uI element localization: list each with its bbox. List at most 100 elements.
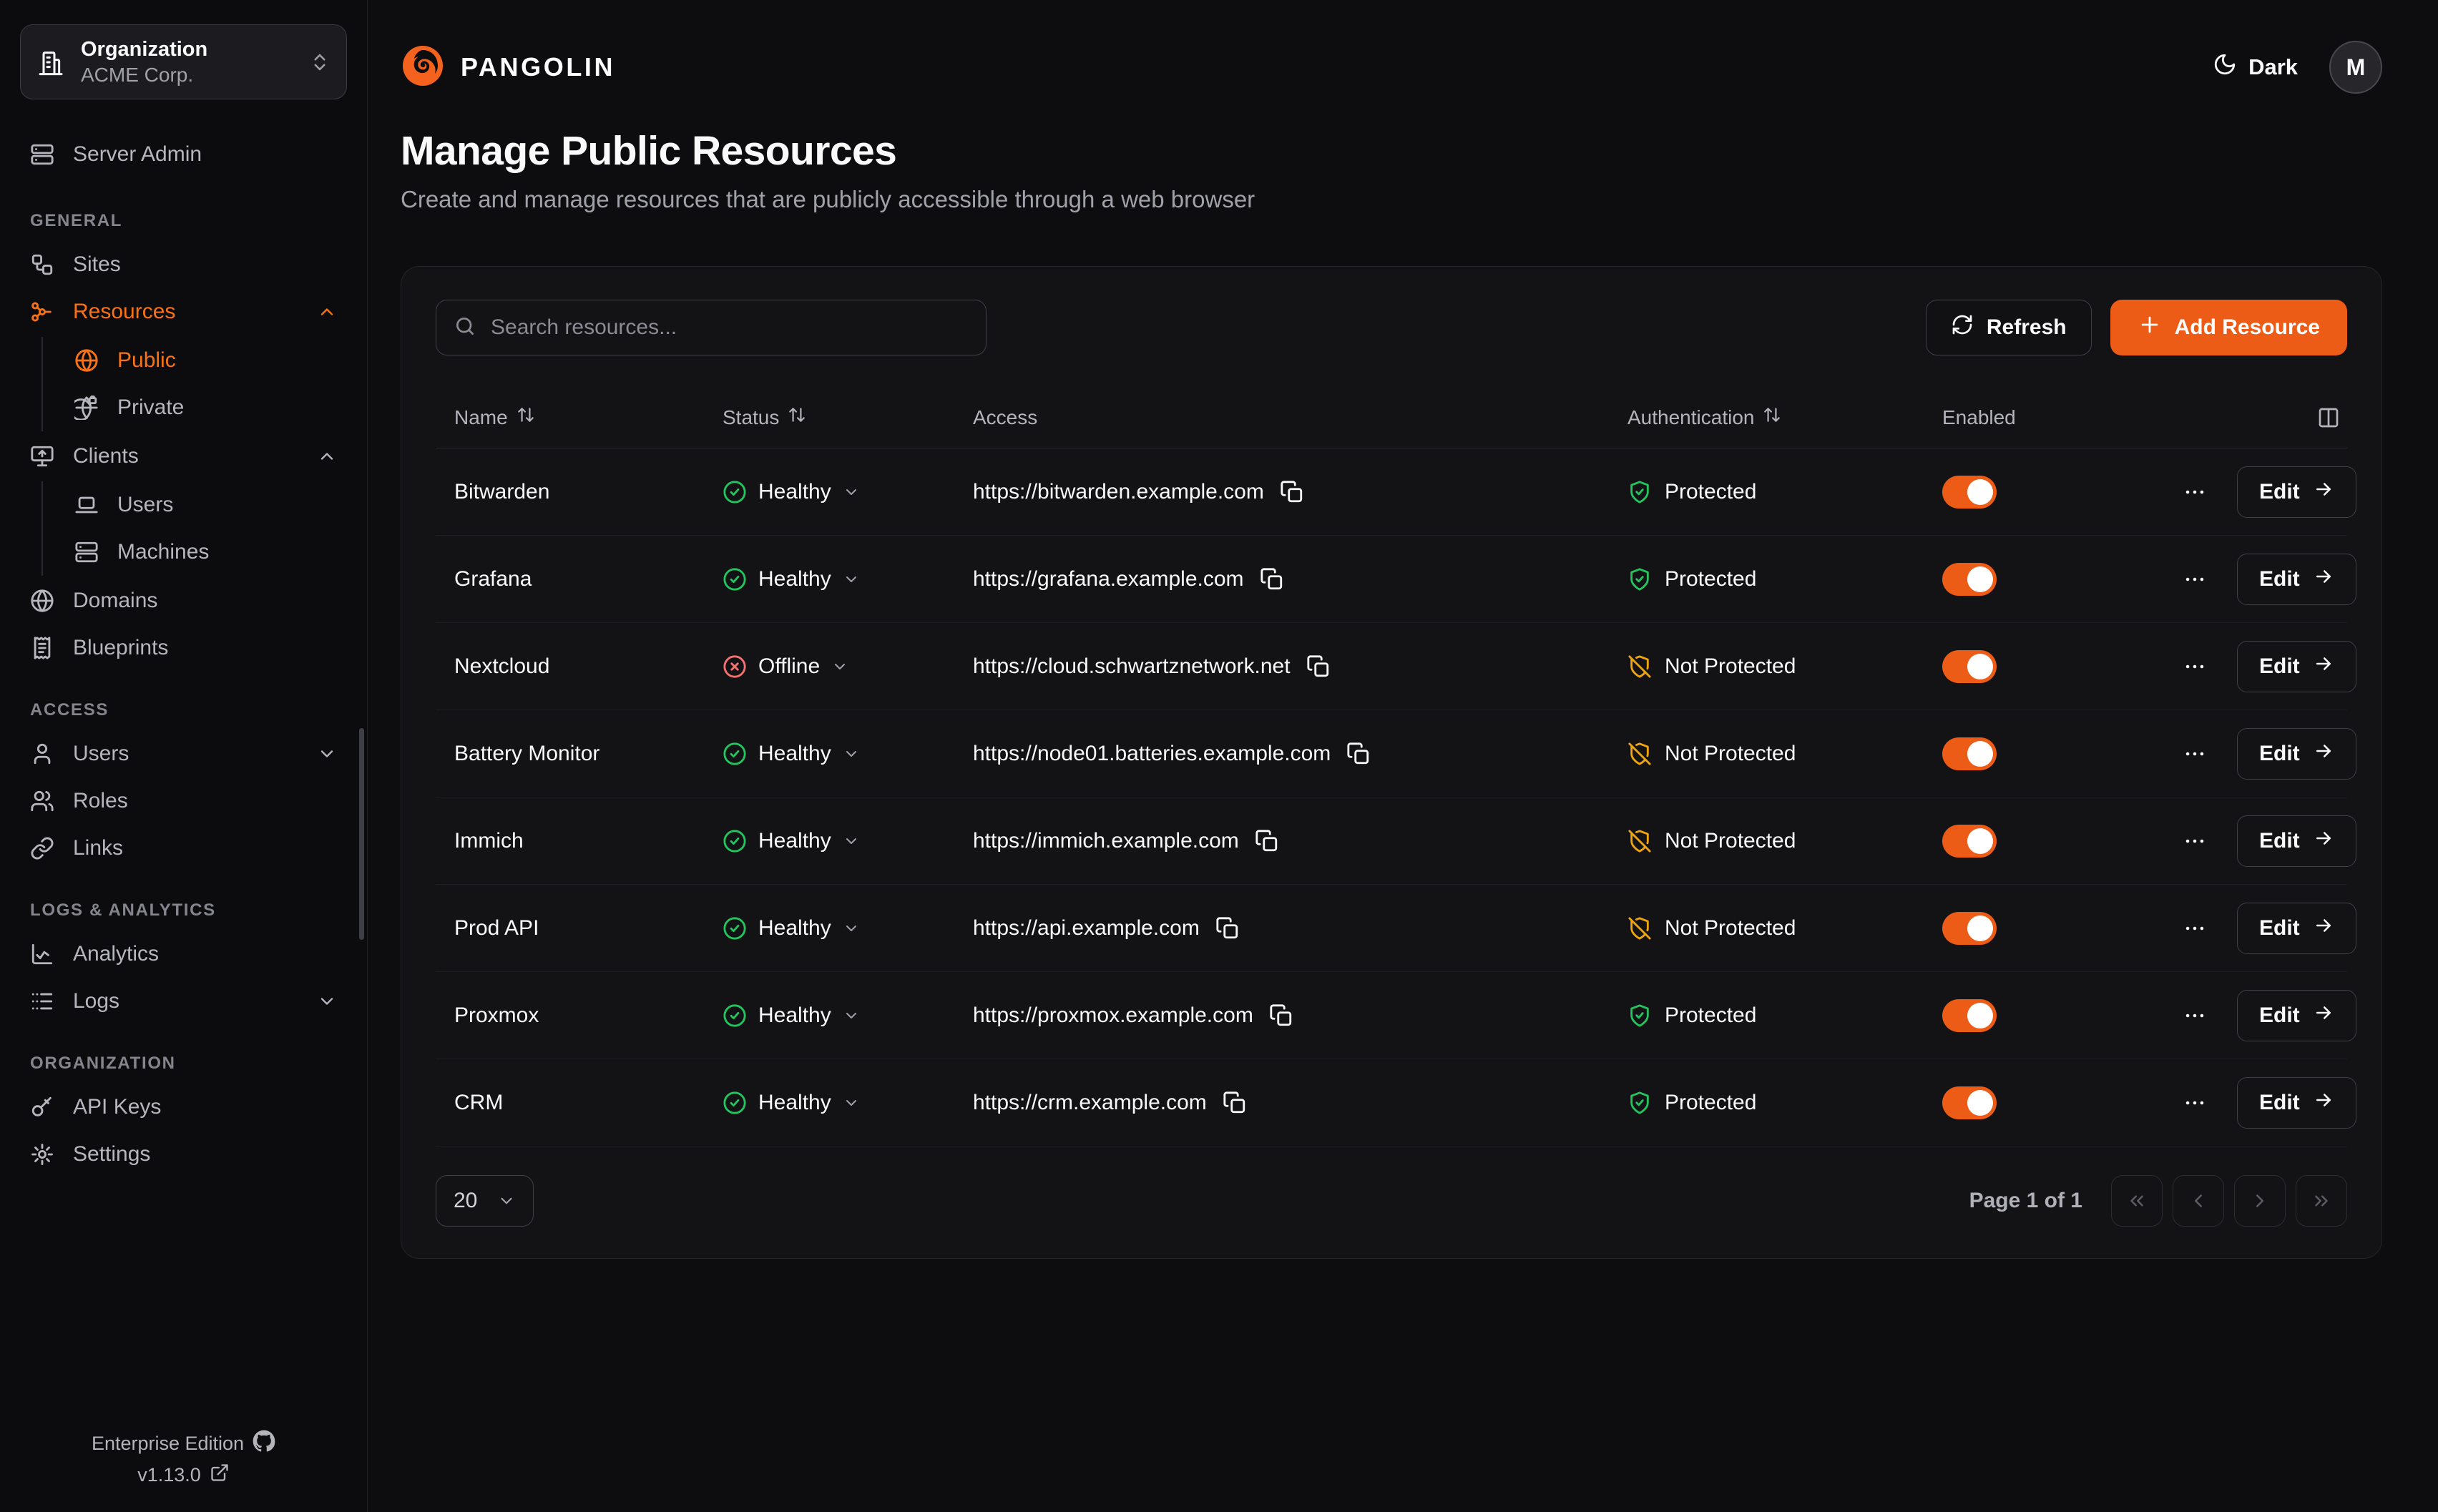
add-resource-button[interactable]: Add Resource [2110,300,2347,355]
row-menu-button[interactable] [2178,1003,2211,1028]
enabled-cell [1924,475,2160,509]
copy-icon[interactable] [1269,1003,1293,1028]
organization-label: Organization [81,38,208,61]
sidebar-item-machines[interactable]: Machines [64,529,347,576]
sidebar-item-links[interactable]: Links [20,825,347,872]
organization-switcher[interactable]: Organization ACME Corp. [20,24,347,100]
sidebar-item-client-users[interactable]: Users [64,481,347,529]
resource-name-cell: CRM [454,1090,504,1114]
chevron-up-icon [317,446,337,466]
column-header-status[interactable]: Status [704,406,954,429]
edition-link[interactable]: Enterprise Edition [20,1428,347,1459]
enabled-toggle[interactable] [1942,824,1997,858]
status-badge[interactable]: Offline [723,654,848,679]
sidebar-item-sites[interactable]: Sites [20,241,347,288]
status-badge[interactable]: Healthy [723,916,860,941]
sidebar-item-server-admin[interactable]: Server Admin [20,131,347,178]
copy-icon[interactable] [1306,654,1331,679]
sidebar-item-label: API Keys [73,1095,162,1119]
previous-page-button[interactable] [2173,1175,2224,1227]
search-input[interactable] [491,315,969,340]
sidebar-item-roles[interactable]: Roles [20,777,347,825]
last-page-button[interactable] [2296,1175,2347,1227]
copy-icon[interactable] [1223,1091,1247,1115]
sidebar-item-domains[interactable]: Domains [20,577,347,624]
row-menu-button[interactable] [2178,916,2211,941]
access-url: https://bitwarden.example.com [973,479,1264,504]
edit-button[interactable]: Edit [2237,553,2356,605]
sidebar-item-label: Server Admin [73,142,202,167]
row-menu-button[interactable] [2178,567,2211,591]
status-badge[interactable]: Healthy [723,1091,860,1115]
moon-icon [2213,52,2237,82]
column-header-name[interactable]: Name [436,406,704,429]
enabled-toggle[interactable] [1942,1086,1997,1119]
status-badge[interactable]: Healthy [723,480,860,504]
copy-icon[interactable] [1346,742,1371,766]
enabled-toggle[interactable] [1942,737,1997,770]
sidebar-item-clients[interactable]: Clients [20,433,347,480]
shield-off-icon [1627,654,1652,679]
sidebar-item-blueprints[interactable]: Blueprints [20,624,347,672]
enabled-toggle[interactable] [1942,998,1997,1032]
brand-name: PANGOLIN [461,52,616,82]
edit-button[interactable]: Edit [2237,902,2356,954]
column-header-enabled: Enabled [1924,406,2160,429]
authentication-label: Not Protected [1665,741,1796,765]
arrow-right-icon [2313,915,2334,942]
column-header-authentication[interactable]: Authentication [1609,406,1924,429]
logs-icon [30,989,54,1013]
sidebar-item-logs[interactable]: Logs [20,978,347,1025]
enabled-toggle[interactable] [1942,911,1997,945]
edit-button[interactable]: Edit [2237,989,2356,1041]
theme-toggle[interactable]: Dark [2213,52,2298,82]
row-menu-button[interactable] [2178,654,2211,679]
column-visibility-button[interactable] [2317,406,2340,429]
version-link[interactable]: v1.13.0 [20,1459,347,1491]
edit-button[interactable]: Edit [2237,815,2356,867]
sidebar: Organization ACME Corp. Server Admin GEN… [0,0,368,1512]
copy-icon[interactable] [1255,829,1279,853]
status-badge[interactable]: Healthy [723,829,860,853]
avatar[interactable]: M [2329,41,2382,94]
status-badge[interactable]: Healthy [723,742,860,766]
sidebar-item-private[interactable]: Private [64,384,347,431]
authentication-cell: Protected [1609,1003,1924,1028]
enabled-toggle[interactable] [1942,562,1997,596]
sidebar-item-analytics[interactable]: Analytics [20,931,347,978]
next-page-button[interactable] [2234,1175,2286,1227]
sidebar-item-settings[interactable]: Settings [20,1131,347,1178]
table-row: Grafana Healthy https://grafana.example.… [436,536,2356,623]
edit-button[interactable]: Edit [2237,466,2356,518]
check-circle-icon [723,829,747,853]
page-size-select[interactable]: 20 [436,1175,534,1227]
pagination-label: Page 1 of 1 [1969,1189,2082,1212]
row-menu-button[interactable] [2178,742,2211,766]
brand[interactable]: PANGOLIN [401,44,615,92]
shield-check-icon [1627,1003,1652,1028]
copy-icon[interactable] [1260,567,1284,591]
sidebar-item-api-keys[interactable]: API Keys [20,1084,347,1131]
status-badge[interactable]: Healthy [723,1003,860,1028]
status-badge[interactable]: Healthy [723,567,860,591]
resource-name-cell: Proxmox [454,1003,539,1027]
edit-button[interactable]: Edit [2237,640,2356,692]
sidebar-item-resources[interactable]: Resources [20,288,347,335]
enabled-cell [1924,911,2160,945]
sidebar-scrollbar[interactable] [359,728,364,940]
enabled-toggle[interactable] [1942,649,1997,683]
row-menu-button[interactable] [2178,829,2211,853]
sidebar-item-users[interactable]: Users [20,730,347,777]
sidebar-item-public[interactable]: Public [64,337,347,384]
first-page-button[interactable] [2111,1175,2163,1227]
row-menu-button[interactable] [2178,480,2211,504]
refresh-button[interactable]: Refresh [1925,300,2092,355]
enabled-toggle[interactable] [1942,475,1997,509]
edit-button[interactable]: Edit [2237,727,2356,780]
edit-button[interactable]: Edit [2237,1076,2356,1129]
copy-icon[interactable] [1215,916,1240,941]
edit-label: Edit [2259,915,2300,940]
copy-icon[interactable] [1280,480,1304,504]
row-menu-button[interactable] [2178,1091,2211,1115]
monitor-up-icon [30,444,54,468]
